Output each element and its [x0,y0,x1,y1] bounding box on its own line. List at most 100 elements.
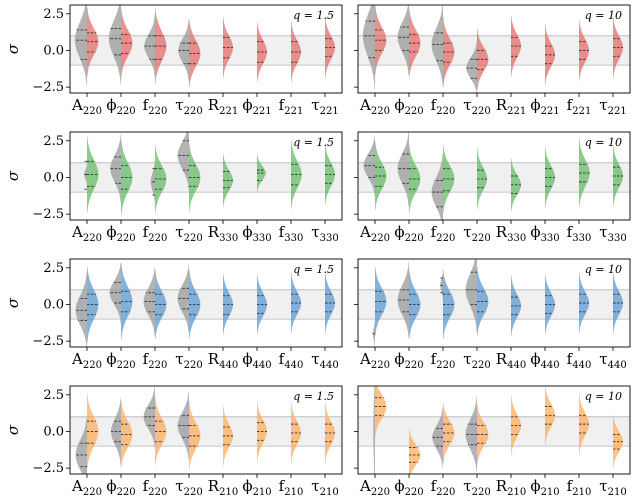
xtick-base: f [431,477,438,495]
panel-frame [69,258,343,348]
xtick-label: τ330 [311,223,338,244]
violin-left-0 [75,272,87,347]
ytick-label: −2.5 [32,461,64,476]
xtick-base: f [279,96,286,114]
xtick-base: τ [463,96,471,114]
xtick-label: ϕ440 [242,350,271,371]
xtick-base: A [71,350,83,368]
xtick-base: R [208,350,220,368]
xtick-sub: 220 [148,106,167,117]
violin-left-0 [74,5,87,86]
violin-left-0 [373,386,375,474]
xtick-base: f [143,477,150,495]
q-annotation: q = 1.5 [293,9,334,22]
xtick-base: τ [311,350,319,368]
ytick-label: −2.5 [32,207,64,222]
ytick-label: 0.0 [43,424,64,439]
xtick-label: ϕ220 [394,96,423,117]
xtick-label: f221 [279,96,304,117]
violin-right-5 [545,386,555,446]
xtick-label: τ440 [311,350,338,371]
y-axis-label: σ [4,170,22,181]
y-axis-label: σ [4,424,22,435]
q-annotation: q = 10 [585,9,622,22]
xtick-sub: 210 [507,487,526,497]
violin-left-2 [431,5,443,87]
xtick-base: f [567,350,574,368]
xtick-label: τ210 [599,477,626,497]
xtick-label: f330 [279,223,304,244]
panel-r1-p0: A220 ϕ220 f220 τ220 R330 ϕ330 f330 τ3302.50.0−2… [32,131,343,244]
ytick-label: 2.5 [43,134,64,149]
xtick-base: A [359,96,371,114]
q-annotation: q = 10 [585,263,622,276]
xtick-base: τ [599,223,607,241]
xtick-base: ϕ [242,96,252,114]
xtick-label: A220 [71,96,102,117]
xtick-base: f [143,96,150,114]
xtick-sub: 220 [405,360,424,371]
xtick-label: f210 [279,477,304,497]
xtick-base: ϕ [242,477,252,495]
violin-left-0 [362,5,375,90]
xtick-label: R330 [496,223,526,244]
xtick-sub: 220 [184,360,203,371]
xtick-sub: 440 [572,360,591,371]
xtick-sub: 221 [608,106,627,117]
xtick-label: f210 [567,477,592,497]
panel-frame [69,131,343,221]
xtick-base: f [431,96,438,114]
xtick-sub: 440 [608,360,627,371]
xtick-sub: 220 [83,233,102,244]
ytick-label: −2.5 [32,80,64,95]
xtick-sub: 220 [371,233,390,244]
xtick-sub: 440 [541,360,560,371]
xtick-sub: 220 [148,487,167,497]
xtick-base: f [567,477,574,495]
violin-left-3 [465,259,477,332]
xtick-sub: 220 [184,487,203,497]
violin-left-0 [75,416,87,474]
xtick-base: ϕ [106,96,116,114]
violin-left-3 [466,41,477,93]
xtick-label: A220 [359,350,390,371]
xtick-label: ϕ221 [242,96,271,117]
xtick-sub: 221 [507,106,526,117]
xtick-sub: 221 [572,106,591,117]
xtick-base: τ [311,477,319,495]
xtick-label: ϕ330 [242,223,271,244]
xtick-base: ϕ [106,223,116,241]
xtick-sub: 220 [117,233,136,244]
xtick-label: τ220 [175,223,202,244]
xtick-base: ϕ [106,477,116,495]
ytick-label: 2.5 [43,388,64,403]
xtick-sub: 220 [472,487,491,497]
xtick-sub: 210 [572,487,591,497]
xtick-base: A [359,350,371,368]
panel-frame [69,385,343,475]
xtick-label: τ221 [311,96,338,117]
xtick-label: τ210 [311,477,338,497]
xtick-sub: 440 [284,360,303,371]
xtick-sub: 220 [83,106,102,117]
xtick-base: τ [175,350,183,368]
xtick-sub: 220 [371,360,390,371]
xtick-base: R [496,350,508,368]
xtick-label: R210 [496,477,526,497]
panel-frame [357,4,631,94]
xtick-label: R440 [208,350,238,371]
panel-frame [357,385,631,475]
xtick-label: ϕ220 [394,477,423,497]
xtick-sub: 221 [219,106,238,117]
xtick-label: τ330 [599,223,626,244]
xtick-sub: 440 [507,360,526,371]
xtick-sub: 220 [371,106,390,117]
q-annotation: q = 1.5 [293,263,334,276]
xtick-sub: 330 [219,233,238,244]
xtick-label: A220 [359,223,390,244]
xtick-base: ϕ [242,223,252,241]
xtick-base: R [496,223,508,241]
xtick-sub: 220 [117,106,136,117]
